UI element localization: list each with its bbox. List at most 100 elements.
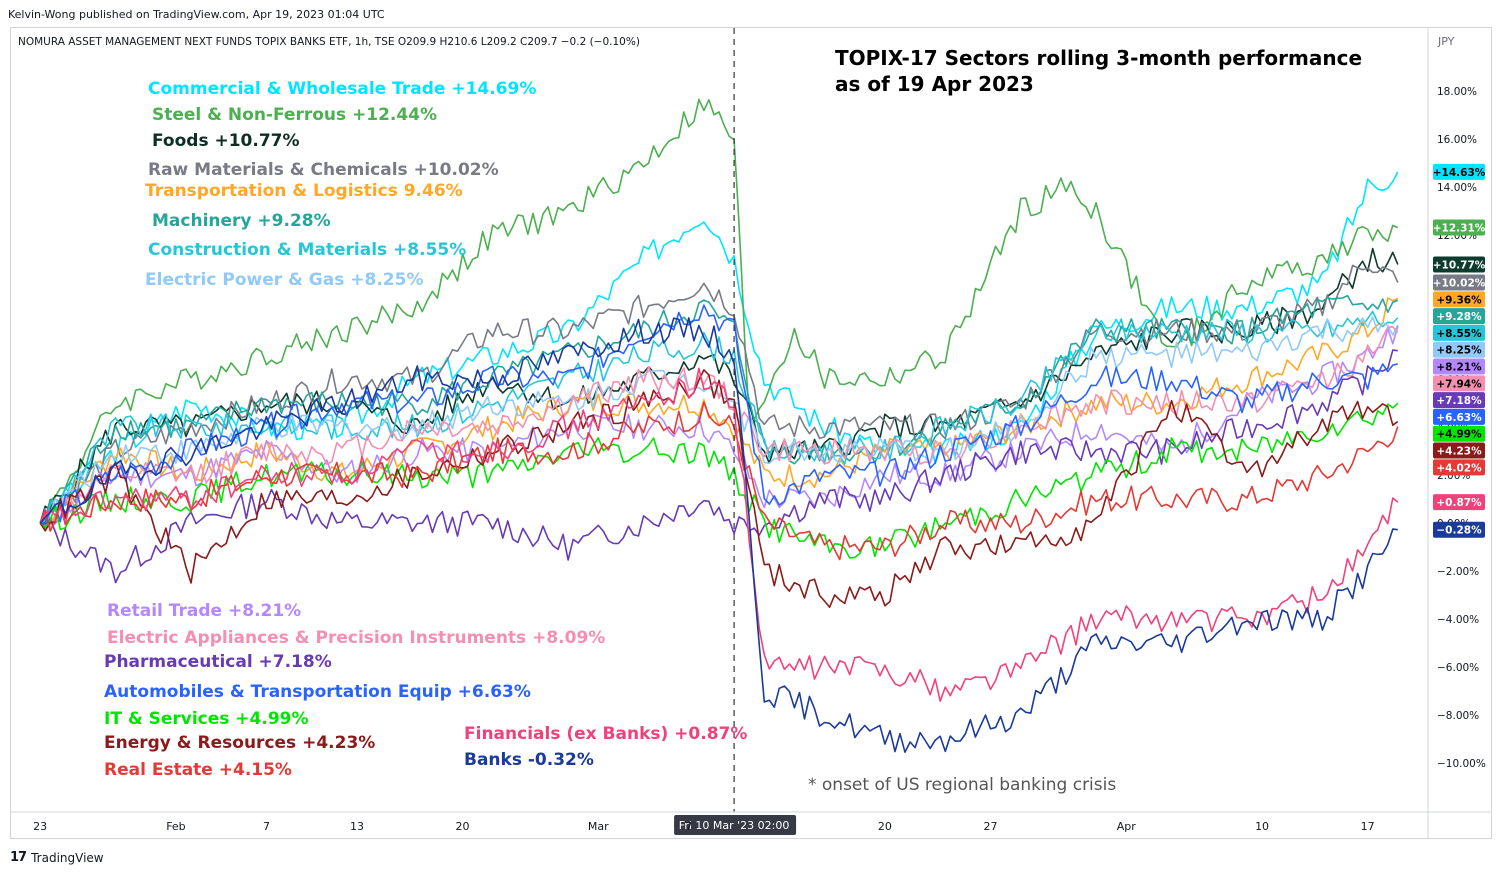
- value-badge: [1433, 375, 1485, 392]
- value-badge: [1433, 521, 1485, 538]
- chart-title-line: as of 19 Apr 2023: [835, 72, 1034, 96]
- value-badge-label: +7.18%: [1436, 395, 1482, 407]
- legend-entry: IT & Services +4.99%: [104, 709, 309, 729]
- series-line-real-estate: [39, 401, 1399, 561]
- value-badge-label: +4.99%: [1436, 429, 1482, 441]
- legend-entry: Pharmaceutical +7.18%: [104, 652, 332, 672]
- symbol-info-line: NOMURA ASSET MANAGEMENT NEXT FUNDS TOPIX…: [18, 36, 640, 48]
- x-tick-label: Mar: [588, 820, 609, 833]
- chart-title: TOPIX-17 Sectors rolling 3-month perform…: [835, 46, 1362, 96]
- legend-entry: Steel & Non-Ferrous +12.44%: [152, 105, 437, 125]
- series-line-banks: [39, 317, 1398, 754]
- legend-entry: Commercial & Wholesale Trade +14.69%: [148, 79, 536, 99]
- tradingview-footer[interactable]: 17 TradingView: [10, 850, 104, 865]
- price-axis: JPY−10.00%−8.00%−6.00%−4.00%−2.00%0.00%2…: [10, 28, 1491, 838]
- x-tick-label: 20: [456, 820, 470, 833]
- legend-entry: Real Estate +4.15%: [104, 760, 292, 780]
- value-badge-label: +9.36%: [1436, 294, 1482, 306]
- series-line-construction-materials: [40, 310, 1399, 525]
- series-line-steel-non-ferrous: [39, 98, 1399, 528]
- x-tick-label: 20: [878, 820, 892, 833]
- value-badge: [1433, 494, 1485, 511]
- x-tick-label: 7: [263, 820, 270, 833]
- series-line-raw-materials-chemicals: [39, 264, 1399, 524]
- chart-title-line: TOPIX-17 Sectors rolling 3-month perform…: [835, 46, 1362, 70]
- legend-entry: Electric Power & Gas +8.25%: [145, 270, 423, 290]
- tradingview-logo-icon: 17: [10, 850, 27, 865]
- x-tick-label: 7: [685, 820, 692, 833]
- x-tick-label: Feb: [166, 820, 185, 833]
- value-badge: [1433, 392, 1485, 409]
- series-line-electric-appliances-precision-instruments: [39, 325, 1399, 529]
- value-badge-label: −0.28%: [1436, 525, 1482, 537]
- legend-entry: Foods +10.77%: [152, 131, 300, 151]
- legend-entry: Retail Trade +8.21%: [107, 601, 301, 621]
- y-tick-label: −8.00%: [1437, 710, 1479, 722]
- x-tick-label: 10: [1255, 820, 1269, 833]
- legend-entry: Automobiles & Transportation Equip +6.63…: [104, 682, 531, 702]
- value-badge: [1433, 358, 1485, 375]
- legend: Commercial & Wholesale Trade +14.69% Stee…: [104, 79, 747, 780]
- y-tick-label: −2.00%: [1437, 566, 1479, 578]
- y-tick-label: −4.00%: [1437, 614, 1479, 626]
- value-badge: [1433, 442, 1485, 459]
- legend-entry: Machinery +9.28%: [152, 211, 331, 231]
- value-badge: [1433, 291, 1485, 308]
- value-badge: [1433, 408, 1485, 425]
- x-tick-label: 13: [350, 820, 364, 833]
- series-line-financials-ex-banks-: [39, 367, 1399, 702]
- value-badge: [1433, 425, 1485, 442]
- x-tick-label: Apr: [1117, 820, 1137, 833]
- legend-entry: Transportation & Logistics 9.46%: [145, 181, 463, 201]
- value-badge: [1433, 308, 1485, 325]
- value-badge: [1433, 219, 1485, 236]
- value-badge-label: +7.94%: [1436, 378, 1482, 390]
- legend-entry: Raw Materials & Chemicals +10.02%: [148, 160, 499, 180]
- x-tick-label: 17: [1361, 820, 1375, 833]
- footer-brand-label: TradingView: [31, 850, 104, 865]
- value-badge-label: +8.55%: [1436, 328, 1482, 340]
- legend-entry: Energy & Resources +4.23%: [104, 733, 375, 753]
- value-badge-label: +9.28%: [1436, 311, 1482, 323]
- series-line-automobiles-transportation-equip: [40, 304, 1398, 524]
- legend-entry: Electric Appliances & Precision Instrume…: [107, 628, 605, 648]
- currency-label: JPY: [1437, 35, 1455, 48]
- value-badge: [1433, 459, 1485, 476]
- series-lines: [39, 98, 1399, 754]
- series-line-it-services: [39, 402, 1399, 559]
- value-badge-label: +0.87%: [1436, 497, 1482, 509]
- value-badge-label: +14.63%: [1433, 167, 1486, 179]
- y-tick-label: 16.00%: [1437, 134, 1477, 146]
- value-badge: [1433, 324, 1485, 341]
- series-line-pharmaceutical: [40, 349, 1398, 584]
- series-line-foods: [39, 247, 1399, 524]
- event-date-badge: [674, 815, 797, 835]
- value-badge-label: +6.63%: [1436, 412, 1482, 424]
- value-badge-label: +10.02%: [1433, 278, 1486, 290]
- y-tick-label: −6.00%: [1437, 662, 1479, 674]
- y-tick-label: 18.00%: [1437, 86, 1477, 98]
- y-tick-label: −10.00%: [1437, 758, 1486, 770]
- series-line-energy-resources: [39, 369, 1399, 609]
- event-note: * onset of US regional banking crisis: [808, 775, 1116, 795]
- event-marker: Fri 10 Mar '23 02:00 * onset of US region…: [674, 28, 1116, 835]
- time-axis: 23 Feb 7 13 20 Mar 7 20 27 Apr 10 17: [33, 820, 1374, 833]
- event-date-label: Fri 10 Mar '23 02:00: [679, 819, 790, 832]
- x-tick-label: 27: [984, 820, 998, 833]
- value-badge-label: +4.23%: [1436, 446, 1482, 458]
- value-badge: [1433, 274, 1485, 291]
- y-tick-label: 14.00%: [1437, 182, 1477, 194]
- legend-entry: Construction & Materials +8.55%: [148, 240, 466, 260]
- published-by-line: Kelvin-Wong published on TradingView.com…: [8, 8, 385, 21]
- value-badge-label: +12.31%: [1433, 223, 1486, 235]
- series-line-machinery: [39, 294, 1399, 524]
- series-line-retail-trade: [39, 325, 1399, 525]
- value-badge: [1433, 163, 1485, 180]
- chart-frame: [10, 27, 1492, 839]
- value-badge: [1433, 341, 1485, 358]
- value-badge-label: +8.21%: [1436, 362, 1482, 374]
- value-badge-label: +4.02%: [1436, 462, 1482, 474]
- value-badge: [1433, 256, 1485, 273]
- value-badge-label: +10.77%: [1433, 260, 1486, 272]
